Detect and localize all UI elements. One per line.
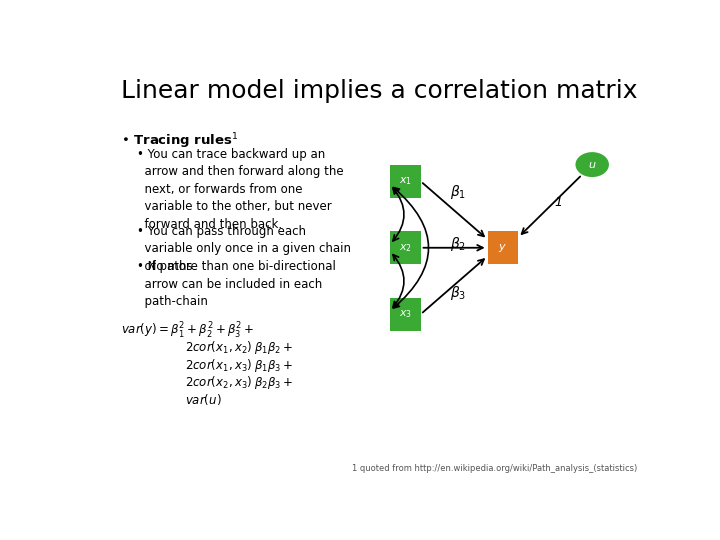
Text: • No more than one bi-directional
  arrow can be included in each
  path-chain: • No more than one bi-directional arrow … [138, 260, 336, 308]
FancyBboxPatch shape [390, 165, 420, 198]
FancyBboxPatch shape [390, 231, 420, 265]
Text: $\beta_1$: $\beta_1$ [450, 183, 466, 201]
Text: $x_1$: $x_1$ [399, 176, 412, 187]
Text: $\beta_2$: $\beta_2$ [450, 234, 466, 253]
Text: $u$: $u$ [588, 160, 596, 170]
Text: 1: 1 [554, 197, 563, 210]
Text: 1 quoted from http://en.wikipedia.org/wiki/Path_analysis_(statistics): 1 quoted from http://en.wikipedia.org/wi… [351, 464, 637, 473]
Text: $x_3$: $x_3$ [399, 308, 412, 320]
Text: $2\mathit{cor}(x_1,x_3)\; \beta_1 \beta_3 +$: $2\mathit{cor}(x_1,x_3)\; \beta_1 \beta_… [185, 357, 293, 374]
Circle shape [575, 152, 609, 177]
Text: $\mathit{var(y)} = \beta_1^2 + \beta_2^2 + \beta_3^2 +$: $\mathit{var(y)} = \beta_1^2 + \beta_2^2… [121, 321, 253, 341]
Text: $\mathit{var(u)}$: $\mathit{var(u)}$ [185, 392, 222, 407]
FancyBboxPatch shape [390, 298, 420, 331]
Text: • You can trace backward up an
  arrow and then forward along the
  next, or for: • You can trace backward up an arrow and… [138, 148, 344, 231]
Text: • Tracing rules$^1$: • Tracing rules$^1$ [121, 131, 238, 151]
Text: $\beta_3$: $\beta_3$ [450, 285, 466, 302]
Text: • You can pass through each
  variable only once in a given chain
  of paths.: • You can pass through each variable onl… [138, 225, 351, 273]
Text: $2\mathit{cor}(x_1,x_2)\; \beta_1 \beta_2 +$: $2\mathit{cor}(x_1,x_2)\; \beta_1 \beta_… [185, 339, 293, 356]
FancyBboxPatch shape [487, 231, 518, 265]
Text: $x_2$: $x_2$ [399, 242, 412, 254]
Text: $y$: $y$ [498, 242, 508, 254]
Text: Linear model implies a correlation matrix: Linear model implies a correlation matri… [121, 79, 637, 103]
Text: $2\mathit{cor}(x_2,x_3)\; \beta_2 \beta_3 +$: $2\mathit{cor}(x_2,x_3)\; \beta_2 \beta_… [185, 374, 293, 391]
